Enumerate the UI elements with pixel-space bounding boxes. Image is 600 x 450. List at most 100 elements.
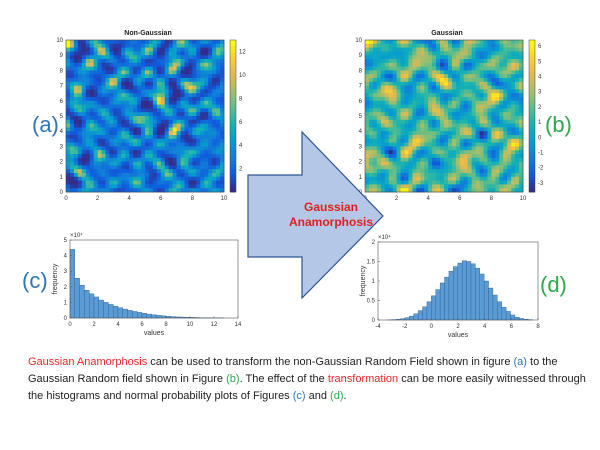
field-cell [113, 150, 118, 155]
field-cell [400, 146, 405, 151]
field-cell [109, 59, 114, 64]
field-cell [404, 154, 409, 159]
field-cell [176, 127, 181, 132]
field-cell [152, 66, 158, 71]
field-cell [483, 74, 488, 79]
field-cell [160, 184, 166, 189]
field-cell [137, 59, 142, 64]
field-cell [101, 127, 106, 132]
field-cell [436, 131, 441, 136]
field-cell [188, 85, 193, 90]
field-cell [212, 165, 217, 170]
field-cell [380, 59, 386, 64]
field-cell [164, 180, 170, 185]
field-cell [93, 127, 98, 132]
field-cell [519, 59, 524, 64]
field-cell [196, 40, 201, 45]
field-cell [376, 184, 382, 189]
field-cell [408, 173, 413, 178]
field-cell [113, 180, 118, 185]
field-cell [192, 131, 197, 136]
field-cell [81, 74, 87, 79]
field-cell [129, 55, 134, 60]
field-cell [428, 188, 433, 193]
field-cell [499, 173, 504, 178]
field-cell [168, 138, 174, 143]
x-tick-label: 10 [187, 322, 194, 328]
field-cell [172, 40, 177, 45]
histogram-bar [132, 311, 138, 319]
field-cell [176, 97, 181, 102]
field-cell [388, 127, 394, 132]
field-cell [451, 138, 457, 143]
field-cell [396, 123, 401, 128]
field-cell [141, 93, 146, 98]
field-cell [196, 108, 201, 113]
field-cell [121, 184, 126, 189]
field-cell [471, 169, 476, 174]
field-cell [495, 55, 500, 60]
field-cell [141, 135, 146, 140]
field-cell [192, 135, 197, 140]
field-cell [416, 51, 421, 56]
field-cell [105, 176, 110, 181]
field-cell [451, 81, 457, 86]
y-tick-label: 1 [359, 175, 363, 181]
field-cell [212, 85, 217, 90]
field-cell [420, 81, 425, 86]
field-cell [184, 93, 189, 98]
field-cell [216, 66, 221, 71]
field-cell [204, 100, 209, 105]
field-cell [404, 85, 409, 90]
field-cell [212, 81, 217, 86]
field-cell [436, 40, 441, 45]
field-cell [129, 62, 134, 67]
field-cell [400, 89, 405, 94]
field-cell [121, 161, 126, 166]
field-cell [511, 154, 516, 159]
field-cell [133, 85, 138, 90]
field-cell [420, 184, 425, 189]
field-cell [196, 135, 201, 140]
field-cell [180, 100, 185, 105]
field-cell [467, 176, 473, 181]
field-cell [216, 100, 221, 105]
field-cell [220, 173, 225, 178]
field-cell [519, 81, 524, 86]
field-cell [471, 154, 476, 159]
field-cell [471, 89, 476, 94]
field-cell [447, 89, 453, 94]
field-cell [137, 97, 142, 102]
field-cell [200, 51, 205, 56]
field-cell [172, 165, 177, 170]
field-cell [164, 78, 170, 83]
field-cell [432, 74, 437, 79]
field-cell [85, 157, 91, 162]
field-cell [499, 108, 504, 113]
field-cell [176, 104, 181, 109]
field-cell [113, 119, 118, 124]
field-cell [400, 173, 405, 178]
field-cell [137, 85, 142, 90]
field-cell [507, 173, 512, 178]
field-cell [200, 119, 205, 124]
field-cell [384, 93, 390, 98]
field-cell [133, 150, 138, 155]
field-cell [420, 59, 425, 64]
field-cell [376, 188, 382, 193]
field-cell [511, 62, 516, 67]
field-cell [396, 112, 401, 117]
field-cell [66, 70, 71, 75]
colorbar-segment [529, 70, 535, 74]
field-cell [81, 70, 87, 75]
field-cell [463, 180, 469, 185]
field-cell [519, 138, 524, 143]
field-cell [212, 169, 217, 174]
field-cell [444, 142, 449, 147]
field-cell [212, 119, 217, 124]
field-cell [121, 55, 126, 60]
field-cell [491, 93, 496, 98]
field-cell [180, 123, 185, 128]
field-cell [408, 47, 413, 52]
field-cell [101, 165, 106, 170]
